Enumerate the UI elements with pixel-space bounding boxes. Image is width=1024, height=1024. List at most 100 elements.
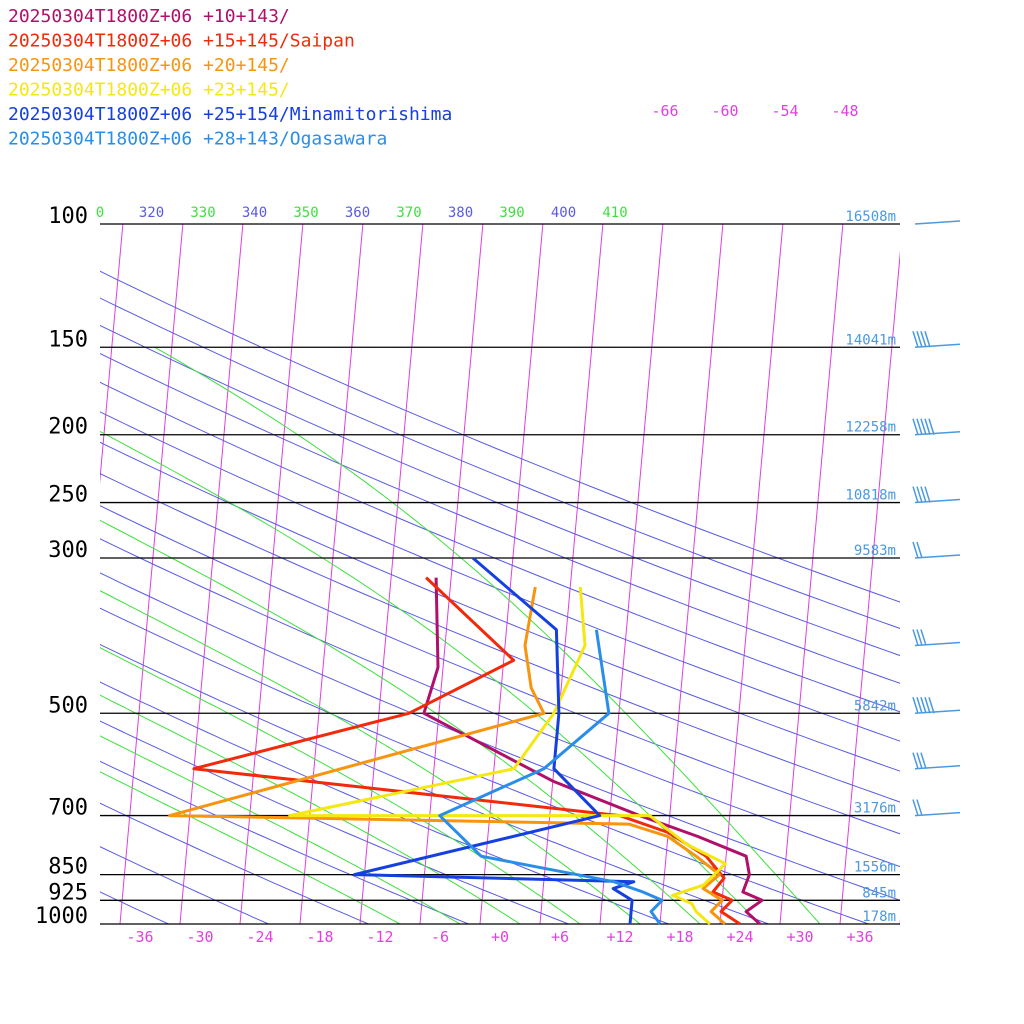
temperature-tick: -12	[366, 928, 393, 946]
legend-entry-2: 20250304T1800Z+06 +20+145/	[8, 55, 290, 76]
wind-barb-icon	[912, 331, 961, 349]
pressure-label: 500	[48, 693, 88, 718]
dry-adiabat	[100, 411, 900, 742]
series-line-5	[438, 629, 664, 925]
isotherm	[479, 224, 544, 924]
legend-entry-5: 20250304T1800Z+06 +28+143/Ogasawara	[8, 129, 387, 150]
isotherm	[359, 224, 424, 924]
isotherm	[779, 224, 844, 924]
pressure-label: 150	[48, 327, 88, 352]
wind-barb-icon	[912, 486, 961, 504]
legend-entry-3: 20250304T1800Z+06 +23+145/	[8, 80, 290, 101]
pressure-label: 250	[48, 483, 88, 508]
isotherm	[899, 918, 900, 924]
wind-barb-icon	[914, 220, 961, 225]
dry-adiabat	[100, 505, 900, 835]
height-label: 5842m	[854, 698, 896, 714]
isotherm	[719, 224, 784, 924]
series-line-1	[192, 576, 741, 926]
height-label: 178m	[862, 909, 896, 925]
dry-adiabat	[100, 538, 900, 868]
temperature-tick: +12	[606, 928, 633, 946]
top-temperature-label: -54	[771, 102, 798, 120]
dry-adiabat	[100, 352, 900, 684]
temperature-tick: -24	[246, 928, 273, 946]
height-label: 16508m	[845, 209, 896, 225]
pressure-label: 700	[48, 796, 88, 821]
isotherm	[119, 224, 184, 924]
temperature-tick: +18	[666, 928, 693, 946]
height-label: 3176m	[854, 801, 896, 817]
isotherm	[599, 224, 664, 924]
theta-label: 330	[190, 205, 215, 221]
temperature-tick: -6	[431, 928, 449, 946]
theta-label: 390	[499, 205, 524, 221]
pressure-label: 200	[48, 415, 88, 440]
wind-barb-icon	[912, 629, 961, 647]
height-label: 14041m	[845, 332, 896, 348]
isotherm	[0, 224, 3, 924]
isotherm	[299, 224, 364, 924]
isotherm	[659, 224, 724, 924]
dry-adiabat	[100, 297, 900, 629]
moist-adiabat	[154, 346, 821, 924]
temperature-tick: +30	[786, 928, 813, 946]
theta-label: 0	[96, 205, 104, 221]
legend-entry-0: 20250304T1800Z+06 +10+143/	[8, 6, 290, 27]
pressure-label: 925	[48, 880, 88, 905]
isotherm	[239, 224, 304, 924]
legend-entry-1: 20250304T1800Z+06 +15+145/Saipan	[8, 31, 355, 52]
height-label: 845m	[862, 885, 896, 901]
top-temperature-label: -66	[651, 102, 678, 120]
wind-barb-icon	[912, 752, 961, 770]
theta-label: 360	[345, 205, 370, 221]
temperature-tick: -30	[186, 928, 213, 946]
top-temperature-label: -60	[711, 102, 738, 120]
wind-barb-icon	[912, 541, 961, 559]
theta-label: 380	[448, 205, 473, 221]
isotherm	[539, 224, 604, 924]
theta-label: 320	[139, 205, 164, 221]
height-label: 9583m	[854, 543, 896, 559]
isotherm	[179, 224, 244, 924]
height-label: 10818m	[845, 488, 896, 504]
theta-label: 340	[242, 205, 267, 221]
height-label: 1556m	[854, 860, 896, 876]
series-line-2	[168, 586, 726, 926]
legend-entry-4: 20250304T1800Z+06 +25+154/Minamitorishim…	[8, 104, 452, 125]
pressure-label: 1000	[35, 904, 88, 929]
dry-adiabat	[100, 441, 900, 772]
pressure-label: 850	[48, 855, 88, 880]
wind-barb-icon	[912, 799, 961, 817]
pressure-label: 300	[48, 538, 88, 563]
wind-barb-icon	[912, 697, 961, 715]
top-temperature-label: -48	[831, 102, 858, 120]
temperature-tick: -18	[306, 928, 333, 946]
wind-barb-icon	[912, 418, 961, 436]
pressure-label: 100	[48, 204, 88, 229]
temperature-tick: +6	[551, 928, 569, 946]
moist-adiabat	[100, 735, 461, 924]
theta-label: 370	[396, 205, 421, 221]
temperature-tick: +0	[491, 928, 509, 946]
series-line-0	[422, 577, 764, 926]
series-line-3	[288, 586, 727, 926]
plot-area	[0, 224, 900, 924]
isotherm	[419, 224, 484, 924]
height-label: 12258m	[845, 420, 896, 436]
moist-adiabat	[100, 771, 401, 924]
moist-adiabat	[100, 430, 761, 924]
moist-adiabat	[100, 519, 701, 924]
isotherm	[839, 250, 900, 924]
temperature-tick: -36	[126, 928, 153, 946]
temperature-tick: +36	[846, 928, 873, 946]
theta-label: 350	[293, 205, 318, 221]
theta-label: 400	[551, 205, 576, 221]
dry-adiabat	[100, 324, 900, 657]
dry-adiabat	[100, 572, 900, 901]
theta-label: 410	[602, 205, 627, 221]
moist-adiabat	[100, 590, 641, 924]
dry-adiabat	[100, 381, 900, 713]
